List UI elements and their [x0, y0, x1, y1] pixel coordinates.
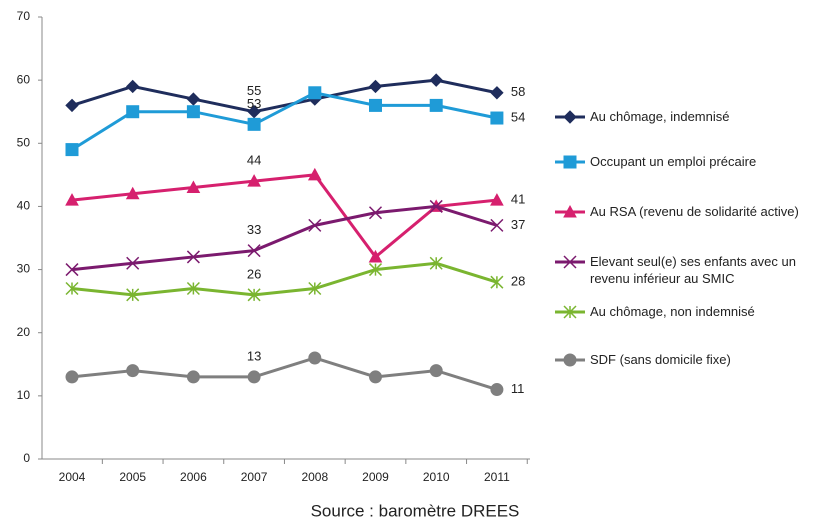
data-label: 44 — [247, 153, 261, 168]
data-point — [490, 86, 504, 100]
series-line — [71, 204, 498, 272]
data-label: 13 — [247, 348, 261, 363]
x-tick-label: 2011 — [484, 470, 510, 484]
x-tick-label: 2008 — [301, 470, 328, 484]
legend-label: Au RSA (revenu de solidarité active) — [590, 204, 799, 219]
data-label: 55 — [247, 83, 261, 98]
legend-label: Au chômage, indemnisé — [590, 109, 730, 124]
x-tick-label: 2007 — [241, 470, 268, 484]
data-point — [490, 383, 504, 397]
y-tick-label: 60 — [17, 72, 31, 86]
data-label: 28 — [511, 274, 525, 289]
series-line — [71, 91, 498, 151]
data-point — [368, 79, 383, 94]
data-point — [126, 256, 140, 270]
series-line — [71, 356, 498, 391]
data-point — [186, 370, 200, 384]
data-point — [186, 250, 200, 264]
data-point — [490, 193, 504, 206]
data-point — [247, 117, 261, 131]
data-label: 54 — [511, 109, 525, 124]
data-point — [490, 111, 504, 125]
data-point — [308, 218, 322, 232]
data-point — [186, 92, 201, 106]
data-label: 58 — [511, 84, 525, 99]
data-point — [125, 79, 140, 94]
data-point — [429, 364, 443, 378]
data-point — [429, 98, 443, 112]
series-line — [71, 173, 498, 260]
x-tick-label: 2005 — [119, 470, 146, 484]
data-label: 41 — [511, 192, 525, 207]
data-point — [368, 263, 383, 277]
x-tick-label: 2006 — [180, 470, 207, 484]
data-point — [308, 351, 322, 365]
data-point — [65, 193, 79, 206]
legend-marker — [563, 110, 577, 124]
legend-label: Elevant seul(e) ses enfants avec un reve… — [590, 254, 796, 286]
y-tick-label: 40 — [17, 199, 31, 213]
y-tick-label: 10 — [17, 388, 31, 402]
data-point — [65, 98, 79, 113]
legend-marker — [563, 353, 577, 367]
data-label: 37 — [511, 217, 525, 232]
data-point — [65, 143, 79, 157]
data-point — [307, 167, 322, 181]
data-label: 53 — [247, 96, 261, 111]
x-tick-label: 2009 — [362, 470, 389, 484]
legend-marker — [563, 155, 577, 169]
y-tick-label: 20 — [17, 325, 31, 339]
data-point — [247, 174, 261, 187]
data-point — [429, 199, 443, 213]
data-point — [429, 73, 443, 87]
legend-label: Occupant un emploi précaire — [590, 154, 757, 169]
data-point — [126, 288, 140, 302]
data-point — [429, 256, 443, 270]
data-point — [247, 370, 261, 384]
series-line — [71, 261, 498, 297]
legend-marker — [563, 305, 577, 319]
data-point — [186, 281, 200, 296]
data-label: 26 — [247, 266, 261, 281]
legend-marker — [563, 255, 577, 269]
data-point — [186, 105, 200, 119]
y-tick-label: 70 — [17, 9, 31, 23]
data-point — [65, 370, 79, 384]
x-tick-label: 2004 — [59, 470, 86, 484]
data-point — [247, 244, 261, 258]
data-point — [369, 98, 382, 112]
data-point — [368, 206, 383, 220]
y-tick-label: 50 — [17, 135, 31, 149]
data-point — [308, 86, 322, 100]
data-point — [369, 370, 382, 384]
data-point — [65, 281, 79, 296]
data-point — [490, 275, 504, 289]
series-line — [71, 78, 498, 114]
data-point — [308, 281, 322, 296]
data-label: 33 — [247, 222, 261, 237]
y-tick-label: 0 — [23, 451, 30, 465]
data-point — [490, 218, 504, 232]
data-point — [247, 105, 261, 119]
data-point — [126, 364, 140, 378]
y-tick-label: 30 — [17, 262, 31, 276]
legend-marker — [563, 204, 577, 218]
data-point — [247, 288, 261, 302]
data-point — [186, 180, 201, 193]
source: Source : baromètre DREES — [311, 501, 520, 520]
legend-label: SDF (sans domicile fixe) — [590, 352, 731, 367]
legend-label: Au chômage, non indemnisé — [590, 304, 755, 319]
data-point — [368, 249, 383, 263]
data-point — [65, 263, 79, 277]
data-point — [125, 186, 140, 200]
x-tick-label: 2010 — [423, 470, 450, 484]
data-label: 11 — [511, 381, 525, 396]
data-point — [126, 105, 140, 119]
